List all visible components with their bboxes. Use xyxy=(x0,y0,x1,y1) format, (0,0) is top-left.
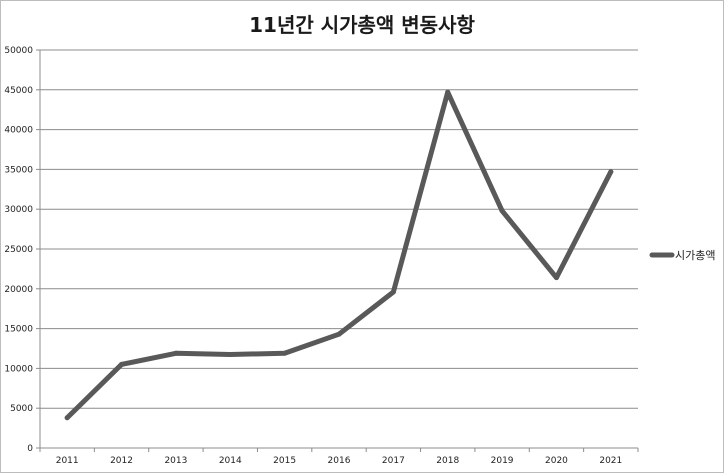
y-tick-label: 10000 xyxy=(4,364,33,374)
x-tick-label: 2013 xyxy=(164,456,187,466)
y-tick-label: 5000 xyxy=(10,404,33,414)
x-tick-label: 2011 xyxy=(56,456,79,466)
data-point xyxy=(64,415,70,421)
x-tick-label: 2012 xyxy=(110,456,133,466)
y-tick-label: 40000 xyxy=(4,126,33,136)
legend: 시가총액 xyxy=(649,249,715,262)
x-tick-label: 2020 xyxy=(545,456,568,466)
data-point xyxy=(173,350,179,356)
y-tick-label: 0 xyxy=(27,444,33,454)
x-tick-label: 2018 xyxy=(436,456,459,466)
x-tick-label: 2014 xyxy=(219,456,242,466)
data-point xyxy=(282,350,288,356)
y-tick-label: 20000 xyxy=(4,285,33,295)
data-point xyxy=(553,275,559,281)
legend-label: 시가총액 xyxy=(675,249,715,262)
data-point xyxy=(390,289,396,295)
gridlines xyxy=(40,49,638,409)
x-tick-label: 2016 xyxy=(328,456,351,466)
y-tick-label: 35000 xyxy=(4,165,33,175)
x-tick-label: 2015 xyxy=(273,456,296,466)
data-point xyxy=(445,89,451,95)
y-tick-label: 25000 xyxy=(4,245,33,255)
y-tick-label: 15000 xyxy=(4,325,33,335)
x-tick-label: 2021 xyxy=(599,456,622,466)
y-tick-label: 50000 xyxy=(4,46,33,56)
data-point xyxy=(119,361,125,367)
x-axis-ticks: 2011 2012 2013 2014 2015 2016 2017 2018 2019 2020… xyxy=(56,456,623,466)
y-tick-label: 30000 xyxy=(4,205,33,215)
data-point xyxy=(227,351,233,357)
x-tick-label: 2019 xyxy=(491,456,514,466)
series-line-0 xyxy=(64,89,614,421)
data-point xyxy=(608,169,614,175)
y-tick-label: 45000 xyxy=(4,86,33,96)
axes xyxy=(36,49,639,452)
chart-title: 11년간 시가총액 변동사항 xyxy=(249,13,475,37)
x-tick-label: 2017 xyxy=(382,456,405,466)
data-point xyxy=(499,208,505,214)
y-axis-ticks: 0 5000 10000 15000 20000 25000 30000 35000 40000… xyxy=(4,46,33,454)
series-layer xyxy=(64,89,614,421)
data-point xyxy=(336,331,342,337)
